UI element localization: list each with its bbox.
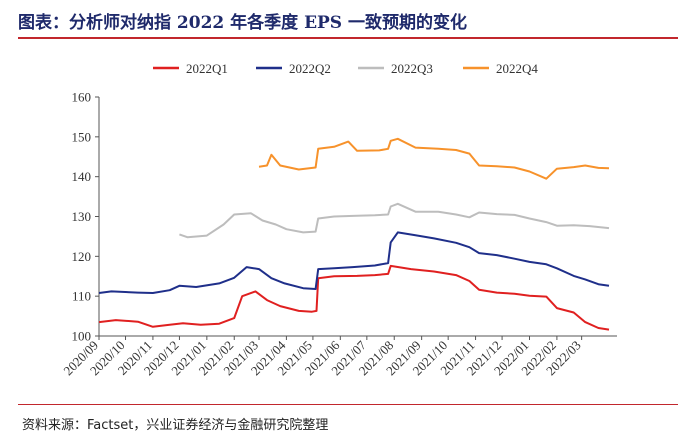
legend: 2022Q1 2022Q2 2022Q3 2022Q4 xyxy=(153,61,538,76)
legend-label-2022q3: 2022Q3 xyxy=(391,61,433,76)
y-tick-label: 150 xyxy=(72,129,92,144)
axes: 1001101201301401501602020/092020/102020/… xyxy=(60,90,617,378)
legend-label-2022q2: 2022Q2 xyxy=(289,61,331,76)
source-note: 资料来源：Factset，兴业证券经济与金融研究院整理 xyxy=(22,418,329,433)
chart-title: 图表：分析师对纳指 2022 年各季度 EPS 一致预期的变化 xyxy=(18,13,468,33)
y-tick-label: 100 xyxy=(72,329,92,344)
series-layer xyxy=(98,137,610,331)
legend-label-2022q4: 2022Q4 xyxy=(496,61,538,76)
y-tick-label: 160 xyxy=(72,90,92,105)
y-tick-label: 120 xyxy=(72,249,92,264)
legend-label-2022q1: 2022Q1 xyxy=(186,61,228,76)
y-tick-label: 110 xyxy=(72,289,91,304)
series-line-2022q2 xyxy=(98,231,610,294)
series-line-2022q3 xyxy=(179,202,610,239)
source-rule xyxy=(18,404,678,405)
series-line-2022q1 xyxy=(98,264,610,331)
title-rule xyxy=(18,37,678,39)
series-line-2022q4 xyxy=(258,137,610,180)
y-tick-label: 130 xyxy=(72,209,92,224)
y-tick-label: 140 xyxy=(72,169,92,184)
